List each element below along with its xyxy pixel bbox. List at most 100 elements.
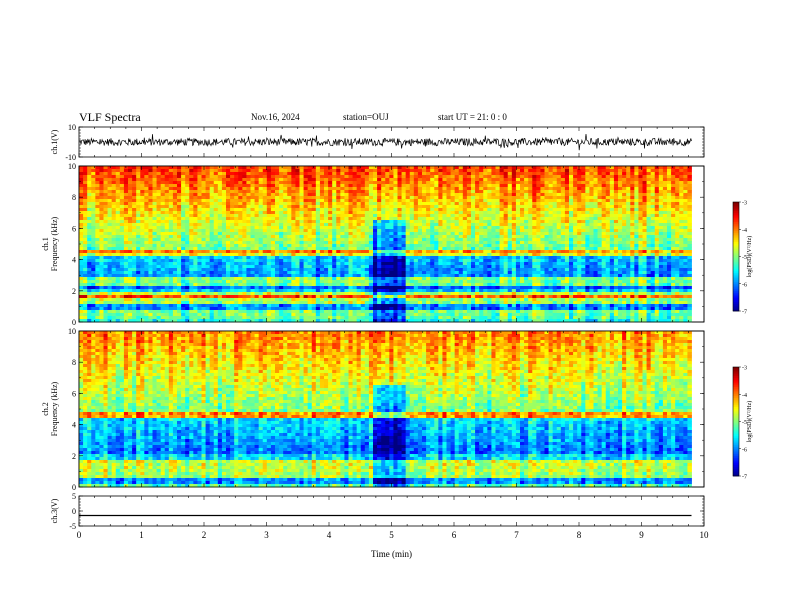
spectrogram-cell — [393, 181, 398, 185]
spectrogram-cell — [83, 247, 88, 251]
spectrogram-cell — [405, 187, 411, 191]
spectrogram-cell — [454, 235, 460, 239]
spectrogram-cell — [152, 190, 157, 194]
spectrogram-cell — [377, 226, 382, 230]
spectrogram-cell — [152, 187, 157, 191]
spectrogram-cell — [564, 226, 570, 230]
spectrogram-cell — [221, 169, 227, 173]
spectrogram-cell — [589, 205, 594, 209]
spectrogram-cell — [79, 217, 84, 221]
spectrogram-cell — [156, 226, 162, 230]
spectrogram-cell — [185, 241, 190, 245]
spectrogram-cell — [544, 181, 549, 185]
spectrogram-cell — [683, 193, 688, 197]
spectrogram-cell — [287, 244, 292, 248]
spectrogram-cell — [442, 229, 447, 233]
spectrogram-cell — [499, 178, 505, 182]
spectrogram-cell — [168, 253, 174, 257]
spectrogram-cell — [230, 241, 235, 245]
spectrogram-cell — [560, 229, 566, 233]
spectrogram-cell — [79, 169, 84, 173]
spectrogram-cell — [303, 229, 309, 233]
spectrogram-cell — [348, 262, 353, 266]
spectrogram-cell — [638, 256, 643, 260]
spectrogram-cell — [181, 244, 186, 248]
spectrogram-cell — [683, 220, 688, 224]
spectrogram-cell — [483, 253, 488, 257]
spectrogram-cell — [115, 184, 121, 188]
spectrogram-cell — [311, 193, 317, 197]
spectrogram-cell — [319, 202, 325, 206]
spectrogram-cell — [552, 250, 558, 254]
spectrogram-cell — [205, 232, 211, 236]
spectrogram-cell — [556, 256, 562, 260]
spectrogram-cell — [458, 217, 464, 221]
spectrogram-cell — [291, 217, 296, 221]
spectrogram-cell — [254, 226, 260, 230]
spectrogram-cell — [626, 250, 631, 254]
spectrogram-cell — [654, 241, 660, 245]
spectrogram-cell — [650, 217, 656, 221]
spectrogram-cell — [564, 244, 570, 248]
spectrogram-cell — [515, 220, 521, 224]
spectrogram-cell — [324, 226, 329, 230]
spectrogram-cell — [401, 250, 407, 254]
spectrogram-cell — [79, 250, 84, 254]
spectrogram-cell — [168, 238, 174, 242]
spectrogram-cell — [234, 193, 239, 197]
spectrogram-cell — [254, 190, 260, 194]
spectrogram-cell — [221, 202, 227, 206]
spectrogram-cell — [524, 208, 529, 212]
spectrogram-cell — [328, 256, 333, 260]
spectrogram-cell — [242, 175, 247, 179]
spectrogram-cell — [442, 253, 447, 257]
spectrogram-cell — [123, 259, 129, 263]
spectrogram-cell — [91, 202, 96, 206]
spectrogram-cell — [426, 235, 431, 239]
spectrogram-cell — [172, 217, 178, 221]
spectrogram-cell — [397, 238, 402, 242]
spectrogram-cell — [152, 232, 157, 236]
spectrogram-cell — [675, 208, 680, 212]
spectrogram-cell — [83, 253, 88, 257]
spectrogram-cell — [144, 184, 149, 188]
spectrogram-cell — [634, 187, 639, 191]
spectrogram-cell — [336, 175, 341, 179]
spectrogram-cell — [168, 217, 174, 221]
spectrogram-cell — [450, 181, 456, 185]
spectrogram-cell — [262, 226, 268, 230]
spectrogram-cell — [291, 238, 296, 242]
spectrogram-cell — [609, 226, 615, 230]
spectrogram-cell — [287, 208, 292, 212]
spectrogram-cell — [548, 250, 554, 254]
spectrogram-cell — [569, 184, 574, 188]
spectrogram-cell — [148, 256, 153, 260]
spectrogram-cell — [638, 187, 643, 191]
spectrogram-cell — [123, 217, 129, 221]
spectrogram-cell — [462, 178, 468, 182]
spectrogram-cell — [671, 172, 676, 176]
spectrogram-cell — [430, 199, 435, 203]
spectrogram-cell — [658, 193, 664, 197]
chart-title: VLF Spectra — [79, 110, 141, 124]
spectrogram-cell — [315, 223, 321, 227]
spectrogram-cell — [609, 199, 615, 203]
spectrogram-cell — [662, 253, 668, 257]
spectrogram-cell — [344, 238, 349, 242]
spectrogram-cell — [642, 211, 647, 215]
spectrogram-cell — [287, 178, 292, 182]
spectrogram-cell — [405, 253, 411, 257]
spectrogram-cell — [626, 184, 631, 188]
spectrogram-cell — [511, 223, 517, 227]
spectrogram-cell — [479, 166, 484, 170]
spectrogram-cell — [185, 211, 190, 215]
spectrogram-cell — [238, 235, 243, 239]
spectrogram-cell — [123, 199, 129, 203]
spectrogram-cell — [622, 238, 627, 242]
spectrogram-cell — [238, 244, 243, 248]
spectrogram-cell — [650, 190, 656, 194]
spectrogram-cell — [373, 211, 378, 215]
spectrogram-cell — [356, 196, 362, 200]
spectrogram-cell — [193, 175, 198, 179]
spectrogram-cell — [511, 193, 517, 197]
